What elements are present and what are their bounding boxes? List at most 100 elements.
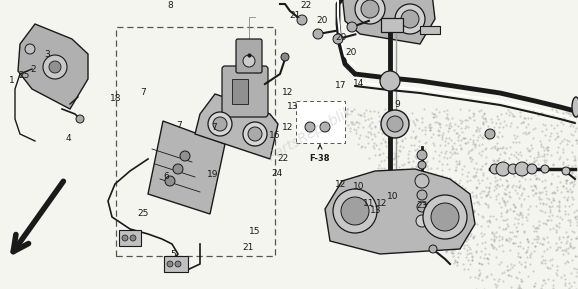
Text: 12: 12 — [335, 180, 347, 190]
Text: 23: 23 — [416, 201, 428, 210]
Text: 1: 1 — [9, 76, 14, 86]
Text: 21: 21 — [243, 242, 254, 252]
FancyBboxPatch shape — [119, 230, 141, 246]
Circle shape — [122, 235, 128, 241]
Circle shape — [515, 162, 529, 176]
Circle shape — [395, 4, 425, 34]
Polygon shape — [148, 121, 225, 214]
Polygon shape — [342, 0, 435, 44]
Bar — [420, 26, 440, 34]
Circle shape — [313, 29, 323, 39]
Text: 24: 24 — [272, 169, 283, 178]
Polygon shape — [325, 169, 475, 254]
Text: 19: 19 — [207, 170, 218, 179]
Circle shape — [490, 164, 500, 174]
Text: 8: 8 — [168, 1, 173, 10]
Circle shape — [381, 110, 409, 138]
Ellipse shape — [572, 97, 578, 117]
Circle shape — [380, 71, 400, 91]
Circle shape — [208, 112, 232, 136]
Bar — [232, 79, 248, 104]
Text: 17: 17 — [335, 81, 347, 90]
Circle shape — [416, 215, 428, 227]
Circle shape — [175, 261, 181, 267]
Text: 18: 18 — [110, 94, 121, 103]
Text: 10: 10 — [353, 182, 364, 191]
Text: 22: 22 — [277, 154, 289, 164]
Circle shape — [485, 129, 495, 139]
Circle shape — [333, 189, 377, 233]
Text: F-38: F-38 — [310, 154, 330, 163]
Text: 12: 12 — [376, 199, 387, 208]
FancyBboxPatch shape — [164, 256, 188, 272]
Circle shape — [387, 116, 403, 132]
Circle shape — [347, 22, 357, 32]
Circle shape — [355, 0, 385, 24]
Text: 2: 2 — [31, 65, 36, 74]
Circle shape — [43, 55, 67, 79]
Text: 25: 25 — [18, 71, 30, 80]
Text: 6: 6 — [164, 172, 169, 181]
Text: 20: 20 — [346, 47, 357, 57]
Circle shape — [173, 164, 183, 174]
Circle shape — [320, 122, 330, 132]
Circle shape — [25, 44, 35, 54]
Text: 22: 22 — [301, 1, 312, 10]
Text: 20: 20 — [317, 16, 328, 25]
Circle shape — [180, 151, 190, 161]
Circle shape — [415, 174, 429, 188]
Polygon shape — [195, 94, 278, 159]
Text: 12: 12 — [282, 123, 294, 132]
FancyBboxPatch shape — [236, 39, 262, 73]
Text: 12: 12 — [282, 88, 294, 97]
Text: 25: 25 — [138, 209, 149, 218]
FancyBboxPatch shape — [296, 101, 345, 143]
Circle shape — [562, 167, 570, 175]
Circle shape — [401, 10, 419, 28]
Circle shape — [305, 122, 315, 132]
Text: 7: 7 — [211, 123, 217, 132]
Text: 11: 11 — [363, 199, 375, 208]
Text: 14: 14 — [353, 79, 364, 88]
Circle shape — [243, 55, 255, 67]
Circle shape — [281, 53, 289, 61]
Text: 7: 7 — [176, 121, 182, 130]
Text: 9: 9 — [395, 99, 401, 109]
Circle shape — [423, 195, 467, 239]
Circle shape — [167, 261, 173, 267]
Text: 20: 20 — [335, 33, 347, 42]
Text: 13: 13 — [370, 206, 381, 216]
Circle shape — [541, 165, 549, 173]
Circle shape — [508, 164, 518, 174]
FancyBboxPatch shape — [222, 66, 268, 117]
Text: 4: 4 — [65, 134, 71, 143]
Circle shape — [130, 235, 136, 241]
Circle shape — [431, 203, 459, 231]
Circle shape — [361, 0, 379, 18]
Circle shape — [417, 150, 427, 160]
Text: 10: 10 — [387, 192, 399, 201]
Circle shape — [417, 202, 427, 212]
Circle shape — [213, 117, 227, 131]
Circle shape — [418, 161, 426, 169]
Text: 5: 5 — [171, 250, 176, 259]
FancyBboxPatch shape — [381, 18, 403, 32]
Circle shape — [165, 176, 175, 186]
Text: 16: 16 — [269, 131, 280, 140]
Circle shape — [49, 61, 61, 73]
Circle shape — [527, 164, 537, 174]
Text: 13: 13 — [287, 102, 298, 112]
Text: PartsRepublik: PartsRepublik — [265, 104, 355, 164]
Text: 7: 7 — [140, 88, 146, 97]
Circle shape — [248, 127, 262, 141]
Text: 15: 15 — [249, 227, 260, 236]
Text: 21: 21 — [289, 11, 301, 21]
Text: 3: 3 — [45, 50, 50, 60]
Circle shape — [333, 34, 343, 44]
Circle shape — [429, 245, 437, 253]
Circle shape — [496, 162, 510, 176]
Circle shape — [243, 122, 267, 146]
Circle shape — [297, 15, 307, 25]
Circle shape — [76, 115, 84, 123]
Circle shape — [341, 197, 369, 225]
